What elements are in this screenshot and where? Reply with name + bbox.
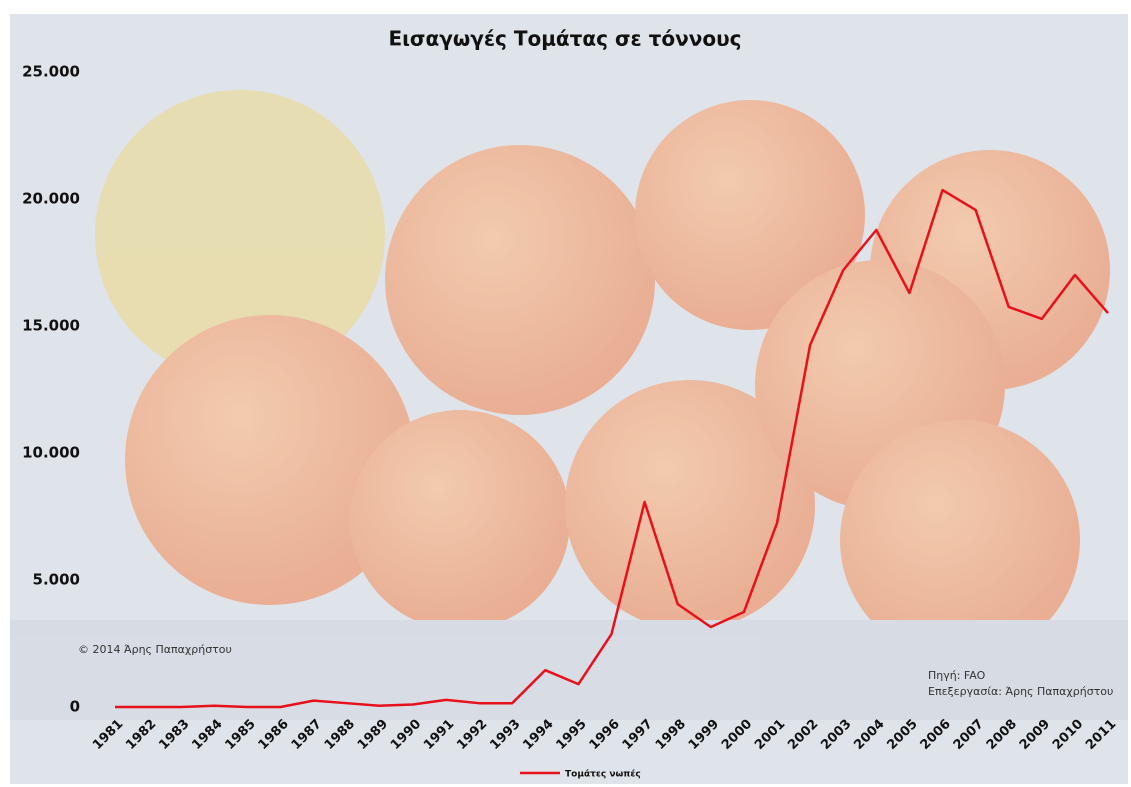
copyright: © 2014 Άρης Παπαχρήστου [78,643,232,656]
legend-label: Τομάτες νωπές [565,769,641,780]
chart-title: Εισαγωγές Τομάτας σε τόννους [388,27,741,51]
y-tick-label: 10.000 [22,444,80,462]
background-photo [10,90,1128,720]
y-tick-label: 15.000 [22,317,80,335]
credit: Επεξεργασία: Άρης Παπαχρήστου [928,685,1113,698]
source: Πηγή: FAO [928,669,986,682]
chart: Εισαγωγές Τομάτας σε τόννους © 2014 Άρης… [0,0,1131,787]
y-tick-label: 5.000 [33,571,80,589]
y-tick-label: 0 [70,698,80,716]
y-tick-label: 20.000 [22,190,80,208]
y-tick-label: 25.000 [22,63,80,81]
